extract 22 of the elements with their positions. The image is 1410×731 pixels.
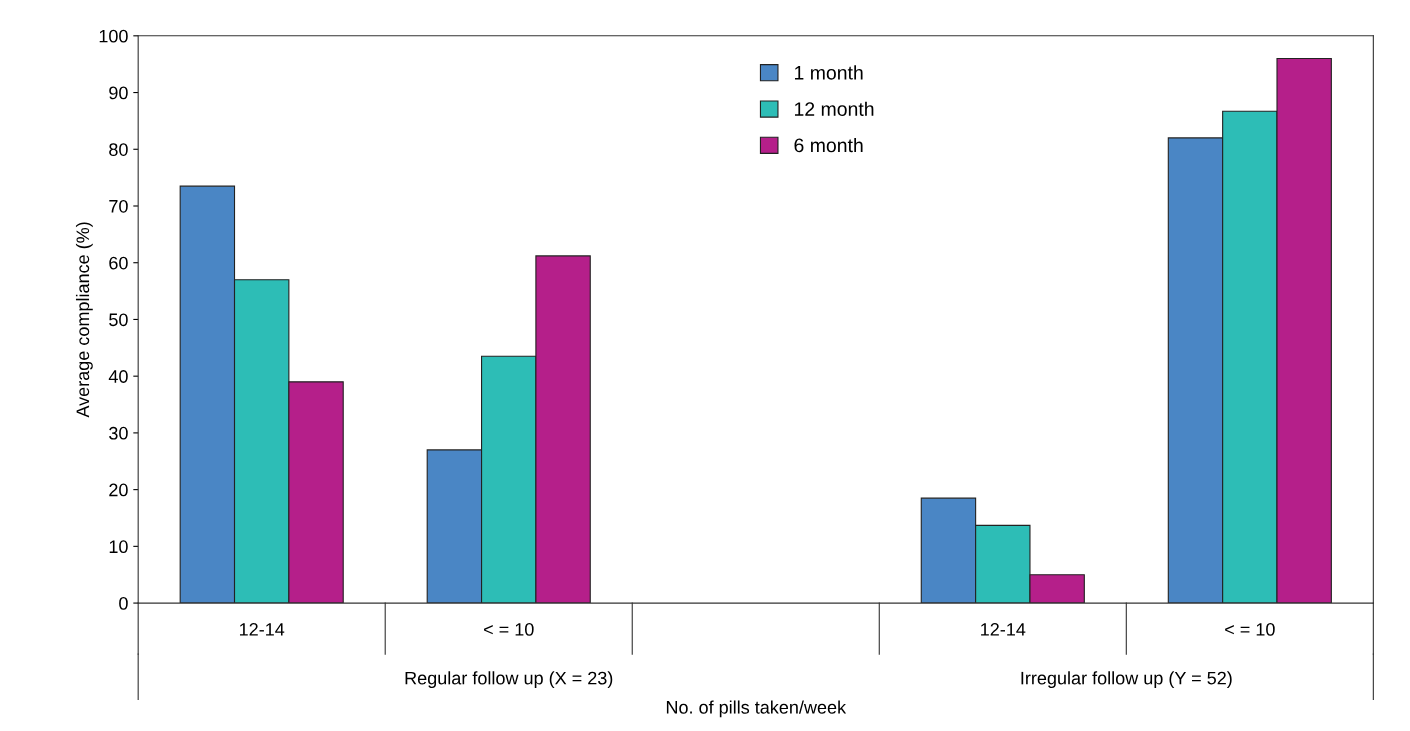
x-tick-label: 12-14 — [239, 623, 285, 636]
legend-label: 6 month — [794, 137, 863, 153]
y-tick-label: 0 — [119, 597, 128, 610]
x-tick-label: < = 10 — [484, 623, 534, 636]
y-tick-label: 80 — [109, 143, 128, 156]
x-axis-title: No. of pills taken/week — [666, 700, 847, 718]
y-axis-title: Average compliance (%) — [75, 222, 93, 418]
y-tick-label: 30 — [109, 426, 128, 440]
y-tick-label: 10 — [109, 540, 128, 554]
y-tick-label: 100 — [99, 29, 128, 43]
y-tick-label: 50 — [109, 313, 128, 327]
y-tick-label: 20 — [109, 483, 128, 497]
x-tick-label: 12-14 — [981, 623, 1026, 636]
y-tick-label: 90 — [109, 86, 128, 100]
y-tick-label: 40 — [108, 370, 128, 383]
x-tick-label: < = 10 — [1225, 623, 1275, 636]
y-tick-label: 70 — [109, 199, 128, 213]
y-tick-label: 60 — [109, 256, 128, 270]
text: Irregular follow up (Y = 52) — [1021, 671, 1232, 689]
text: Regular follow up (X = 23) — [405, 671, 613, 689]
legend-label: 12 month — [795, 101, 874, 116]
legend-label: 1 month — [795, 65, 863, 80]
